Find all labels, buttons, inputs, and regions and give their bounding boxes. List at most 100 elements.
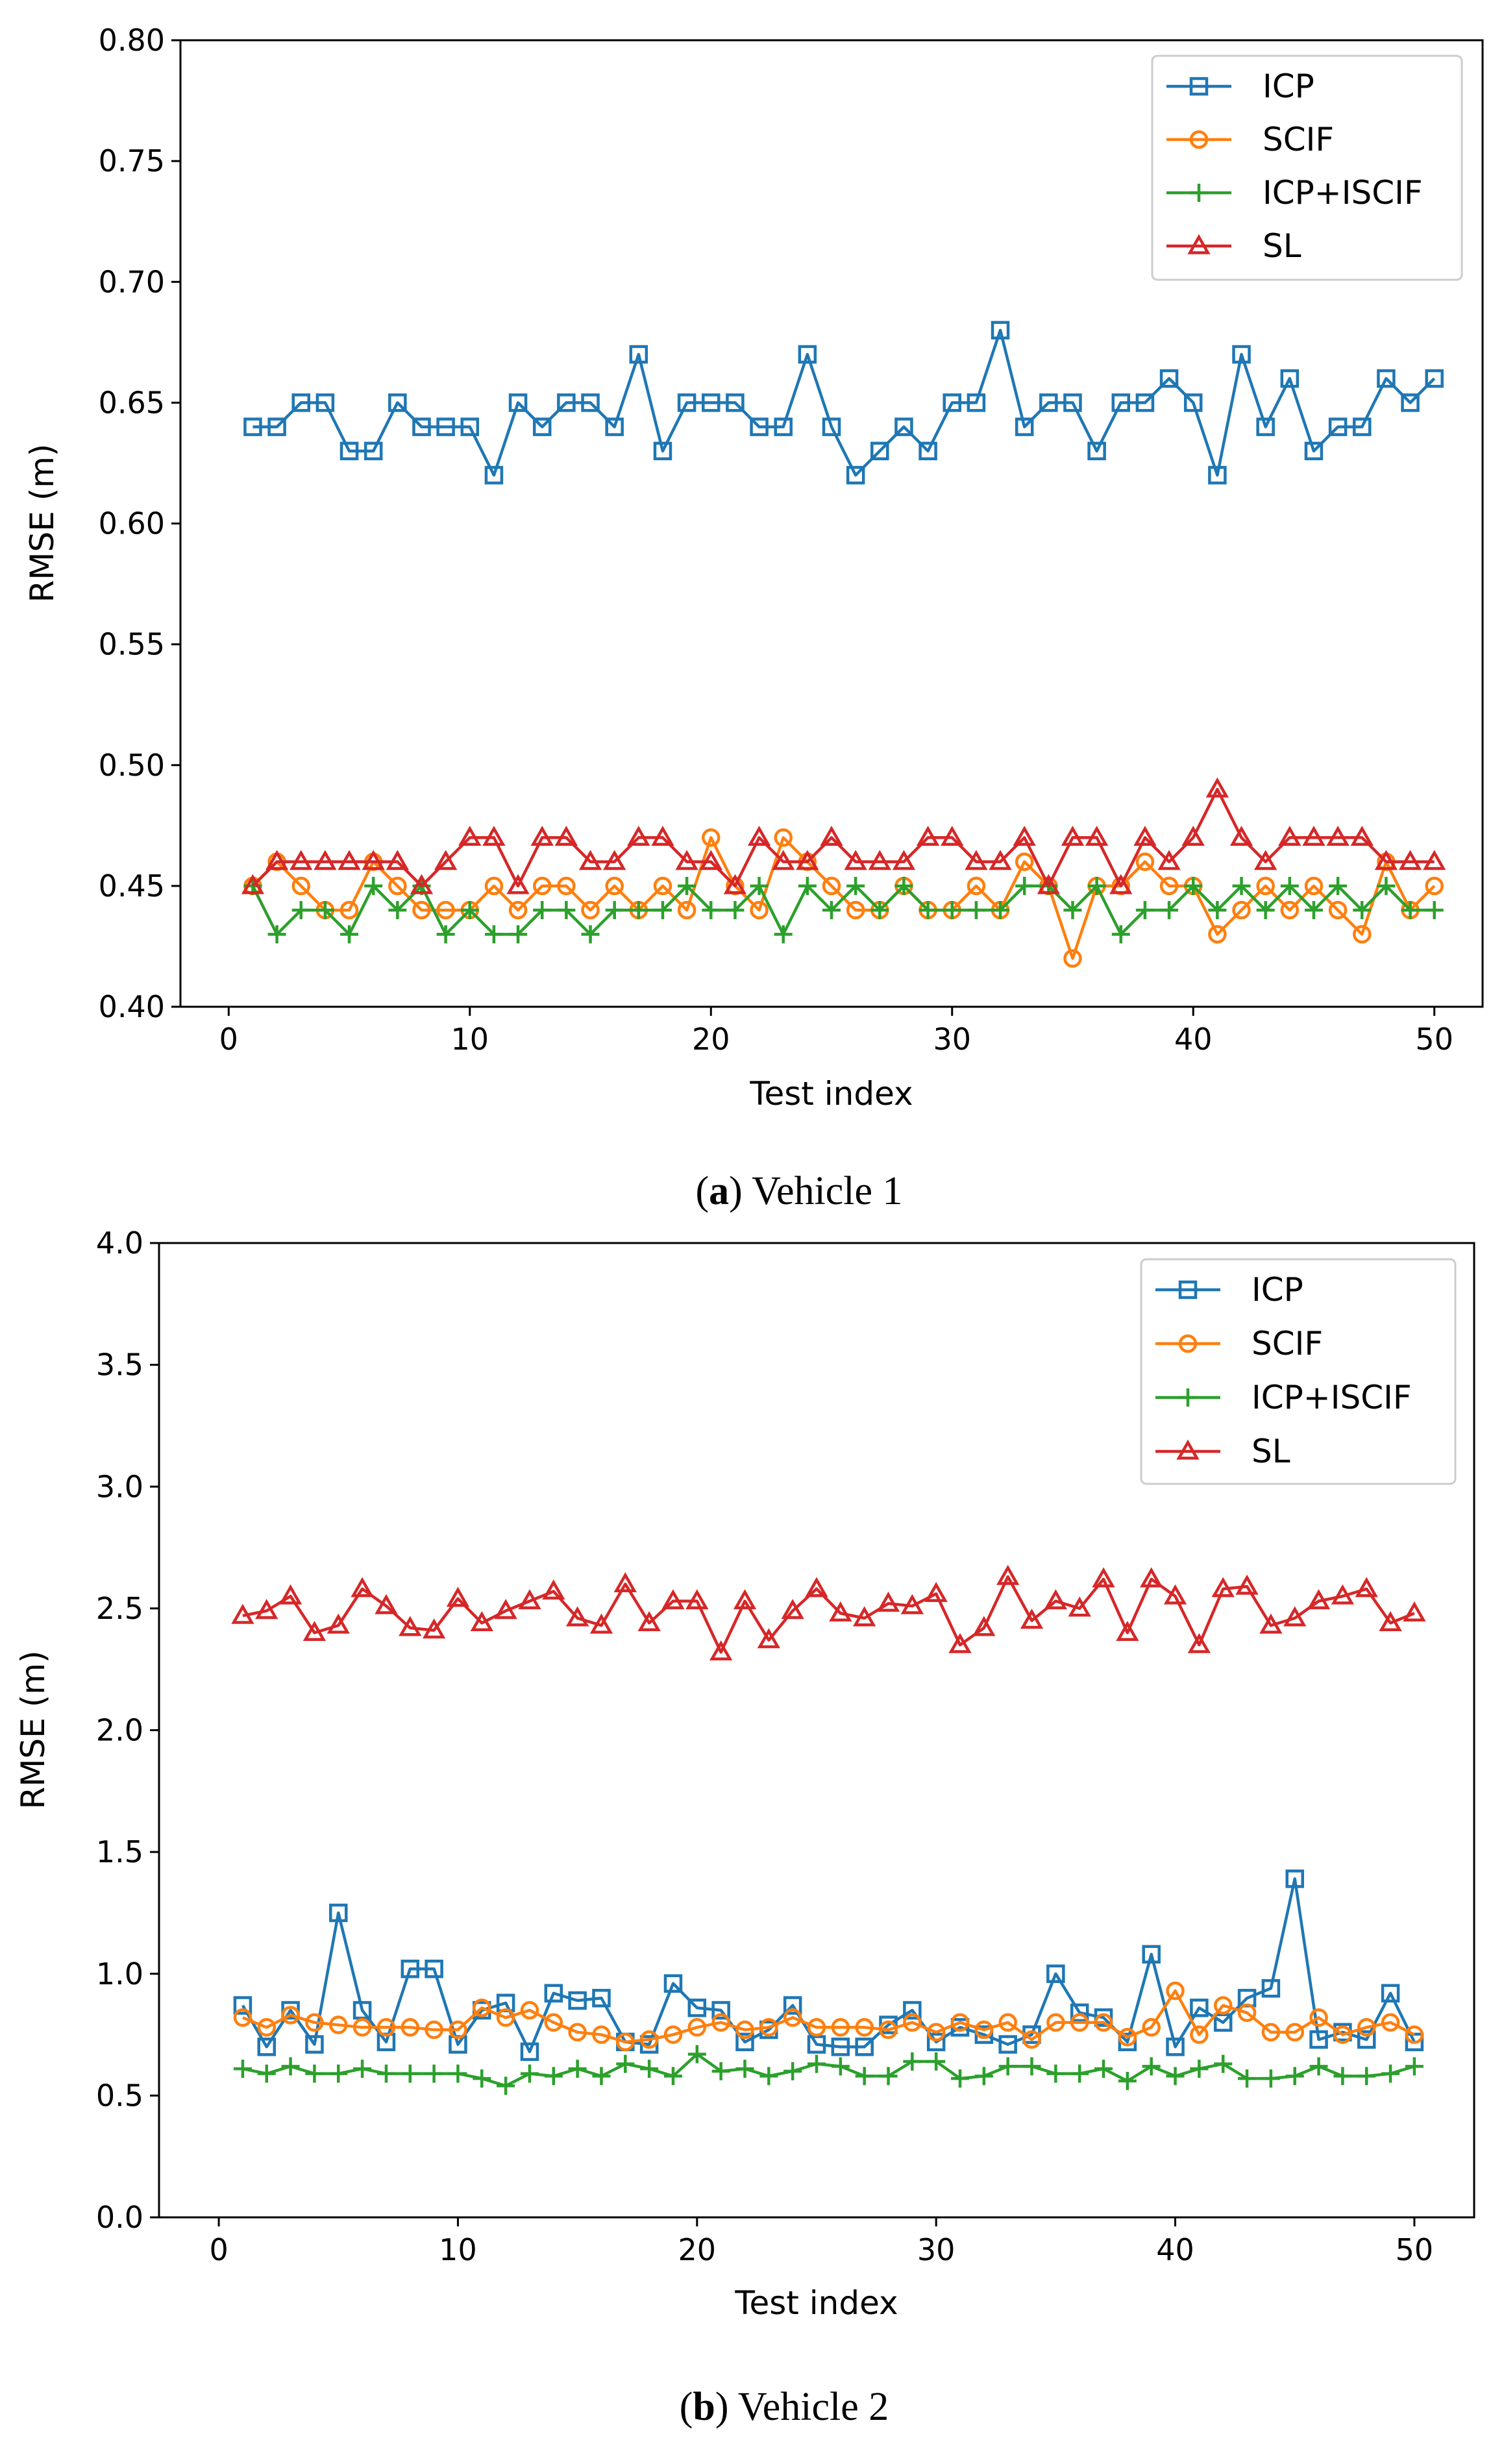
data-point-icp-iscif: [726, 901, 745, 920]
data-point-scif: [653, 876, 672, 896]
data-point-sl: [265, 850, 289, 870]
panel-a-vehicle-1: 0.40 0.45 0.50 0.55 0.60 0.65 0.70 0.75 0.80 0 10 2…: [23, 23, 1484, 1213]
data-point-scif: [1135, 852, 1155, 871]
data-point-icp-iscif: [1353, 901, 1372, 920]
data-point-icp: [568, 1991, 587, 2010]
data-point-scif: [281, 2006, 300, 2025]
data-point-icp-iscif: [305, 2064, 324, 2083]
data-point-sl: [338, 850, 361, 870]
data-point-scif: [449, 2020, 467, 2039]
series-icp: [243, 321, 1444, 485]
data-point-icp-iscif: [1256, 901, 1275, 920]
data-point-sl: [554, 826, 578, 846]
data-point-sl: [278, 1584, 302, 1605]
data-point-icp: [1328, 417, 1348, 436]
data-point-sl: [578, 850, 602, 870]
data-point-icp-iscif: [1094, 2060, 1113, 2078]
data-point-scif: [950, 2013, 970, 2032]
data-point-scif: [1328, 900, 1348, 920]
data-point-sl: [709, 1640, 733, 1661]
data-point-scif: [1063, 949, 1082, 968]
data-point-scif: [903, 2013, 922, 2032]
data-point-scif: [557, 876, 576, 896]
data-point-icp-iscif: [329, 2064, 348, 2083]
data-point-icp: [1087, 441, 1106, 461]
data-point-sl: [965, 850, 988, 870]
legend-marker-icp: [1189, 77, 1209, 96]
legend-marker-icp-iscif: [1179, 1388, 1197, 1407]
data-point-icp-iscif: [257, 2064, 276, 2083]
data-point-sl: [1355, 1577, 1378, 1597]
data-point-scif: [376, 2018, 396, 2037]
y-tick-label: 3.0: [96, 1469, 143, 1504]
data-point-icp-iscif: [568, 2060, 587, 2078]
data-point-scif: [352, 2018, 372, 2037]
data-point-scif: [581, 900, 600, 920]
x-axis-label: Test index: [734, 2284, 898, 2322]
data-point-icp: [1357, 2030, 1376, 2049]
data-point-icp: [339, 441, 359, 461]
data-point-icp-iscif: [759, 2067, 778, 2086]
data-point-sl: [386, 850, 410, 870]
data-point-sl: [852, 1606, 876, 1627]
y-tick-label: 0.5: [96, 2078, 143, 2113]
series-line-icp-iscif: [242, 2052, 1415, 2088]
y-tick-label: 2.5: [96, 1591, 143, 1626]
data-point-icp-iscif: [460, 901, 479, 920]
data-point-icp: [315, 393, 335, 412]
data-point-icp-iscif: [831, 2057, 850, 2076]
data-point-scif: [998, 2013, 1017, 2032]
data-point-icp: [484, 465, 504, 485]
data-point-icp: [991, 321, 1010, 339]
data-point-icp-iscif: [376, 2064, 395, 2083]
data-point-sl: [1140, 1567, 1163, 1588]
data-point-sl: [1109, 874, 1133, 894]
data-point-sl: [1116, 1621, 1139, 1641]
x-tick-label: 10: [439, 2232, 477, 2267]
y-tick-label: 0.65: [99, 385, 165, 420]
data-point-icp-iscif: [1046, 2064, 1065, 2083]
data-point-sl: [1013, 826, 1036, 846]
data-point-icp-iscif: [592, 2067, 611, 2086]
data-point-icp-iscif: [687, 2045, 706, 2064]
data-point-icp: [532, 417, 552, 436]
data-point-icp-iscif: [1401, 901, 1420, 920]
x-tick-label: 0: [219, 1022, 238, 1057]
y-tick-label: 0.75: [99, 143, 165, 179]
data-point-sl: [327, 1613, 350, 1634]
y-tick-label: 0.50: [99, 748, 165, 783]
data-point-icp: [581, 393, 600, 412]
data-point-icp: [508, 393, 528, 412]
data-point-scif: [616, 2032, 635, 2052]
data-point-scif: [759, 2018, 778, 2037]
legend-label-icp-iscif: ICP+ISCIF: [1251, 1379, 1412, 1416]
data-point-icp: [1232, 345, 1251, 364]
data-point-icp: [750, 417, 769, 436]
data-point-sl: [916, 826, 940, 846]
data-point-sl: [1163, 1584, 1187, 1605]
legend-label-scif: SCIF: [1251, 1325, 1323, 1362]
data-point-scif: [257, 2018, 277, 2037]
caption-letter: a: [709, 1169, 729, 1213]
y-axis-label: RMSE (m): [14, 1651, 52, 1810]
data-point-icp: [544, 1984, 563, 2003]
data-point-scif: [1381, 2013, 1400, 2032]
data-point-scif: [1405, 2025, 1424, 2044]
y-axis-label: RMSE (m): [23, 444, 61, 603]
data-point-scif: [436, 900, 455, 920]
legend-marker-scif: [1178, 1334, 1198, 1353]
data-point-icp: [702, 393, 721, 412]
data-point-sl: [699, 850, 722, 870]
data-point-icp-iscif: [879, 2067, 898, 2086]
data-point-icp: [1015, 417, 1034, 436]
data-point-sl: [1181, 826, 1205, 846]
data-point-icp: [329, 1903, 348, 1923]
data-point-scif: [822, 876, 841, 896]
data-point-icp: [1425, 369, 1444, 388]
data-point-sl: [996, 1564, 1020, 1585]
data-point-sl: [1020, 1608, 1044, 1629]
data-point-icp-iscif: [1425, 901, 1444, 920]
data-point-sl: [627, 826, 650, 846]
legend-marker-scif: [1189, 130, 1209, 149]
data-point-icp-iscif: [998, 2057, 1017, 2076]
